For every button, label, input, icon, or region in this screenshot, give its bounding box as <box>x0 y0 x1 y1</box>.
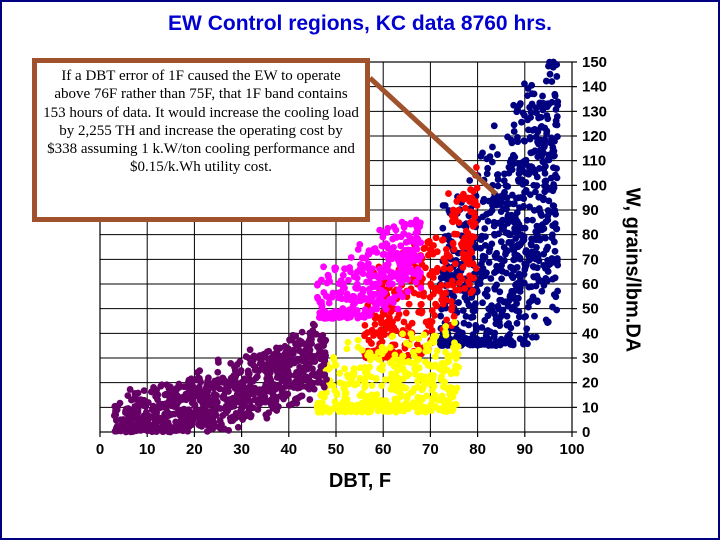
svg-text:60: 60 <box>375 441 392 458</box>
svg-text:80: 80 <box>469 441 486 458</box>
svg-text:90: 90 <box>516 441 533 458</box>
svg-text:110: 110 <box>582 153 606 170</box>
svg-text:50: 50 <box>582 301 599 318</box>
svg-text:80: 80 <box>582 227 599 244</box>
svg-text:30: 30 <box>582 350 599 367</box>
svg-text:140: 140 <box>582 79 607 96</box>
svg-text:30: 30 <box>233 441 250 458</box>
svg-text:150: 150 <box>582 54 607 71</box>
x-axis-label: DBT, F <box>2 470 718 493</box>
svg-text:60: 60 <box>582 276 599 293</box>
callout-text: If a DBT error of 1F caused the EW to op… <box>43 68 359 175</box>
svg-text:40: 40 <box>280 441 297 458</box>
svg-text:20: 20 <box>186 441 203 458</box>
svg-text:20: 20 <box>582 375 599 392</box>
svg-text:70: 70 <box>582 251 599 268</box>
svg-text:10: 10 <box>582 399 599 416</box>
callout-box: If a DBT error of 1F caused the EW to op… <box>32 58 370 222</box>
svg-text:130: 130 <box>582 103 607 120</box>
chart-title: EW Control regions, KC data 8760 hrs. <box>2 12 718 36</box>
svg-text:120: 120 <box>582 128 607 145</box>
svg-text:70: 70 <box>422 441 439 458</box>
y-axis-label: W, grains/lbm.DA <box>620 188 643 352</box>
svg-text:0: 0 <box>582 424 590 441</box>
chart-frame: EW Control regions, KC data 8760 hrs. 01… <box>0 0 720 540</box>
svg-text:50: 50 <box>328 441 345 458</box>
svg-text:90: 90 <box>582 202 599 219</box>
svg-text:100: 100 <box>582 177 607 194</box>
svg-text:40: 40 <box>582 325 599 342</box>
svg-text:100: 100 <box>559 441 584 458</box>
svg-text:0: 0 <box>96 441 104 458</box>
svg-text:10: 10 <box>139 441 156 458</box>
